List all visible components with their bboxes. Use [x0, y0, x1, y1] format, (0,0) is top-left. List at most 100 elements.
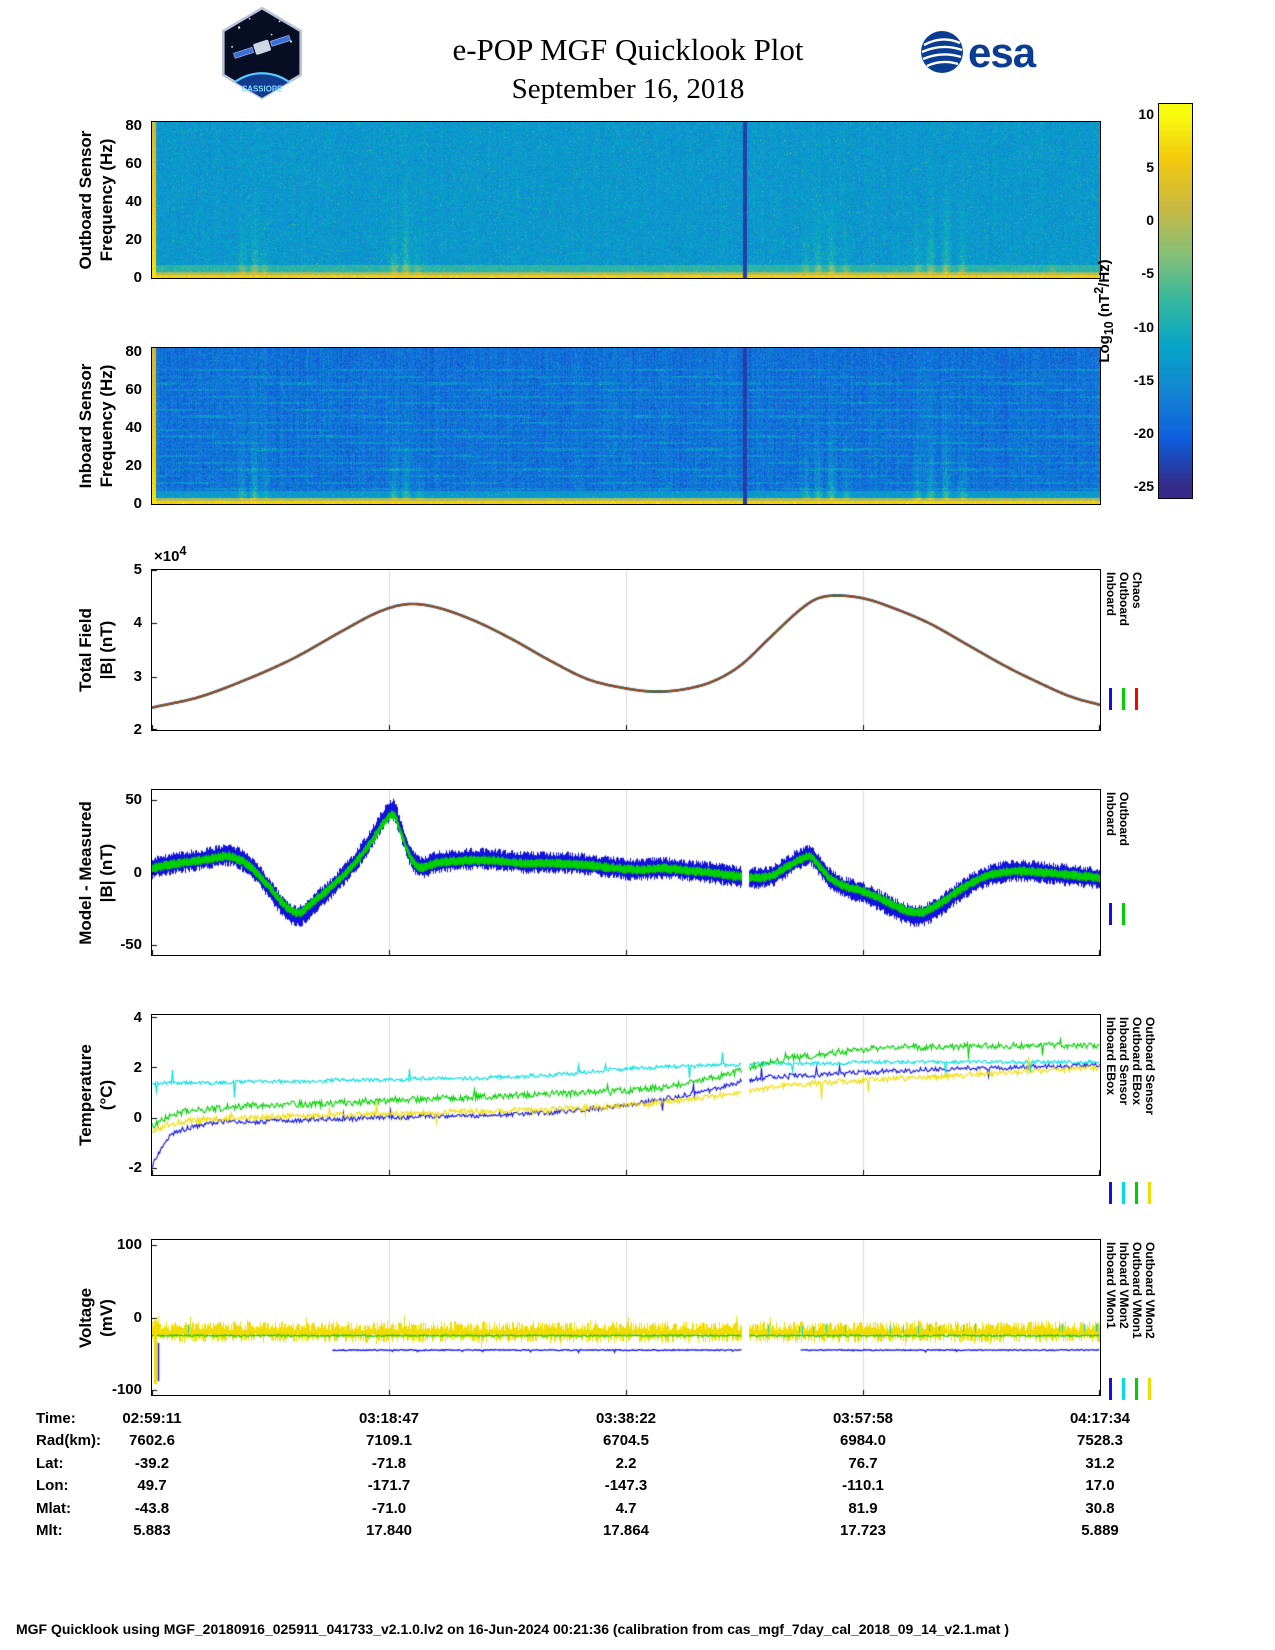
outboard-spectrogram-ytick-40: 40: [125, 192, 142, 210]
inboard-spectrogram-ytick-0: 0: [133, 495, 142, 512]
total-field-ytick-2: 2: [133, 721, 142, 738]
voltage-panel: [151, 1239, 1101, 1396]
voltage-ytick-0: 0: [133, 1308, 142, 1326]
total-field-ytick-3: 3: [133, 667, 142, 685]
outboard-spectrogram-ytick-60: 60: [125, 154, 142, 172]
colorbar-tick-5: 5: [1146, 158, 1154, 175]
eph-value: -39.2: [134, 1454, 170, 1472]
legend-line-sample-inboard-ebox: [1109, 1182, 1112, 1204]
inboard-spectrogram-ytick-60: 60: [125, 380, 142, 398]
eph-value: 7528.3: [1077, 1432, 1123, 1450]
legend-line-sample-inboard: [1109, 688, 1112, 710]
legend-label-outboard: Outboard: [1117, 572, 1131, 626]
eph-value: 30.8: [1085, 1499, 1115, 1517]
legend-label-outboard-vmon1: Outboard VMon1: [1130, 1242, 1144, 1339]
legend-line-sample-outboard: [1122, 688, 1125, 710]
eph-value: -43.8: [134, 1499, 170, 1517]
model-minus-measured-ytick-50: 50: [125, 791, 142, 809]
inboard-spectrogram-canvas: [152, 348, 1100, 504]
esa-logo-icon: esa: [921, 29, 1038, 76]
model-minus-measured-canvas: [152, 790, 1100, 955]
eph-value: -71.8: [371, 1454, 407, 1472]
outboard-spectrogram-ytick-20: 20: [125, 230, 142, 248]
eph-value: 2.2: [615, 1454, 637, 1472]
legend-label-chaos: Chaos: [1130, 572, 1144, 609]
legend-line-sample-chaos: [1135, 688, 1138, 710]
outboard-spectrogram-ytick-0: 0: [133, 269, 142, 286]
temperature-ytick-2: 2: [133, 1058, 142, 1076]
cassiope-mission-patch-logo: CASSIOPE: [218, 6, 306, 105]
legend-label-inboard: Inboard: [1104, 792, 1118, 836]
voltage-canvas: [152, 1240, 1100, 1395]
legend-label-inboard-ebox: Inboard EBox: [1104, 1017, 1118, 1096]
esa-wordmark: esa: [968, 29, 1037, 76]
inboard-spectrogram-ytick-20: 20: [125, 456, 142, 474]
temperature-ytick-4: 4: [133, 1008, 142, 1026]
eph-value: 03:57:58: [832, 1410, 894, 1427]
plot-date: September 16, 2018: [511, 73, 745, 105]
inboard-spectrogram-ytick-40: 40: [125, 418, 142, 436]
colorbar-tick-0: 0: [1146, 212, 1154, 229]
eph-value: 17.723: [840, 1522, 886, 1539]
legend-label-outboard: Outboard: [1117, 792, 1131, 846]
legend-label-outboard-vmon2: Outboard VMon2: [1143, 1242, 1157, 1339]
footer-caption: MGF Quicklook using MGF_20180916_025911_…: [16, 1621, 1010, 1637]
legend-line-sample-outboard-vmon1: [1135, 1378, 1138, 1400]
colorbar-tick--5: -5: [1141, 265, 1154, 282]
eph-value: 17.840: [366, 1522, 412, 1539]
colorbar-tick--20: -20: [1133, 425, 1154, 442]
eph-value: 6704.5: [603, 1432, 649, 1450]
outboard-spectrogram-ytick-80: 80: [125, 116, 142, 134]
temperature-panel: [151, 1014, 1101, 1176]
legend-label-outboard-ebox: Outboard EBox: [1130, 1017, 1144, 1106]
eph-value: 17.0: [1085, 1477, 1115, 1495]
colorbar: [1158, 103, 1193, 499]
mission-patch-icon: CASSIOPE: [221, 6, 303, 100]
outboard-spectrogram-panel: [151, 121, 1101, 279]
eph-value: 04:17:34: [1069, 1410, 1131, 1427]
inboard-spectrogram-ytick-80: 80: [125, 342, 142, 360]
eph-value: 17.864: [603, 1522, 649, 1539]
legend-line-sample-outboard: [1122, 903, 1125, 925]
voltage-ytick-100: 100: [116, 1236, 142, 1254]
esa-logo: esa: [918, 24, 1040, 85]
legend-label-inboard-sensor: Inboard Sensor: [1117, 1017, 1131, 1106]
legend-label-inboard-vmon2: Inboard VMon2: [1117, 1242, 1131, 1329]
plot-title: e-POP MGF Quicklook Plot: [452, 32, 804, 67]
total-field-ytick-5: 5: [133, 561, 142, 578]
eph-value: 31.2: [1085, 1454, 1115, 1472]
legend-line-sample-inboard: [1109, 903, 1112, 925]
eph-value: 03:38:22: [595, 1410, 657, 1427]
temperature-ytick--2: -2: [128, 1158, 142, 1176]
eph-value: 76.7: [848, 1454, 878, 1472]
temperature-canvas: [152, 1015, 1100, 1175]
eph-row-label-lon: Lon:: [36, 1477, 69, 1495]
total-field-scale-label: ×104: [154, 544, 187, 565]
legend-label-outboard-sensor: Outboard Sensor: [1143, 1017, 1157, 1116]
eph-value: -110.1: [842, 1477, 884, 1495]
model-minus-measured-panel: [151, 789, 1101, 956]
total-field-canvas: [152, 570, 1100, 730]
total-field-ytick-4: 4: [133, 614, 142, 632]
colorbar-tick--15: -15: [1133, 371, 1154, 388]
plot-title-block: e-POP MGF Quicklook Plot September 16, 2…: [238, 32, 1018, 106]
eph-value: 81.9: [848, 1499, 878, 1517]
eph-row-label-time: Time:: [36, 1410, 76, 1427]
model-minus-measured-ytick-0: 0: [133, 863, 142, 881]
eph-value: 6984.0: [840, 1432, 886, 1450]
temperature-ytick-0: 0: [133, 1108, 142, 1126]
voltage-ytick--100: -100: [111, 1380, 142, 1398]
legend-label-inboard: Inboard: [1104, 572, 1118, 616]
eph-value: 7109.1: [366, 1432, 412, 1450]
eph-value: 03:18:47: [358, 1410, 420, 1427]
eph-value: -71.0: [371, 1499, 407, 1517]
colorbar-axis-label: Log10 (nT2/Hz): [1092, 259, 1116, 363]
legend-line-sample-inboard-vmon2: [1122, 1378, 1125, 1400]
model-minus-measured-ytick--50: -50: [120, 935, 142, 953]
eph-value: 5.889: [1081, 1522, 1119, 1539]
legend-line-sample-outboard-ebox: [1135, 1182, 1138, 1204]
eph-value: 02:59:11: [122, 1410, 182, 1427]
eph-row-label-lat: Lat:: [36, 1454, 64, 1472]
